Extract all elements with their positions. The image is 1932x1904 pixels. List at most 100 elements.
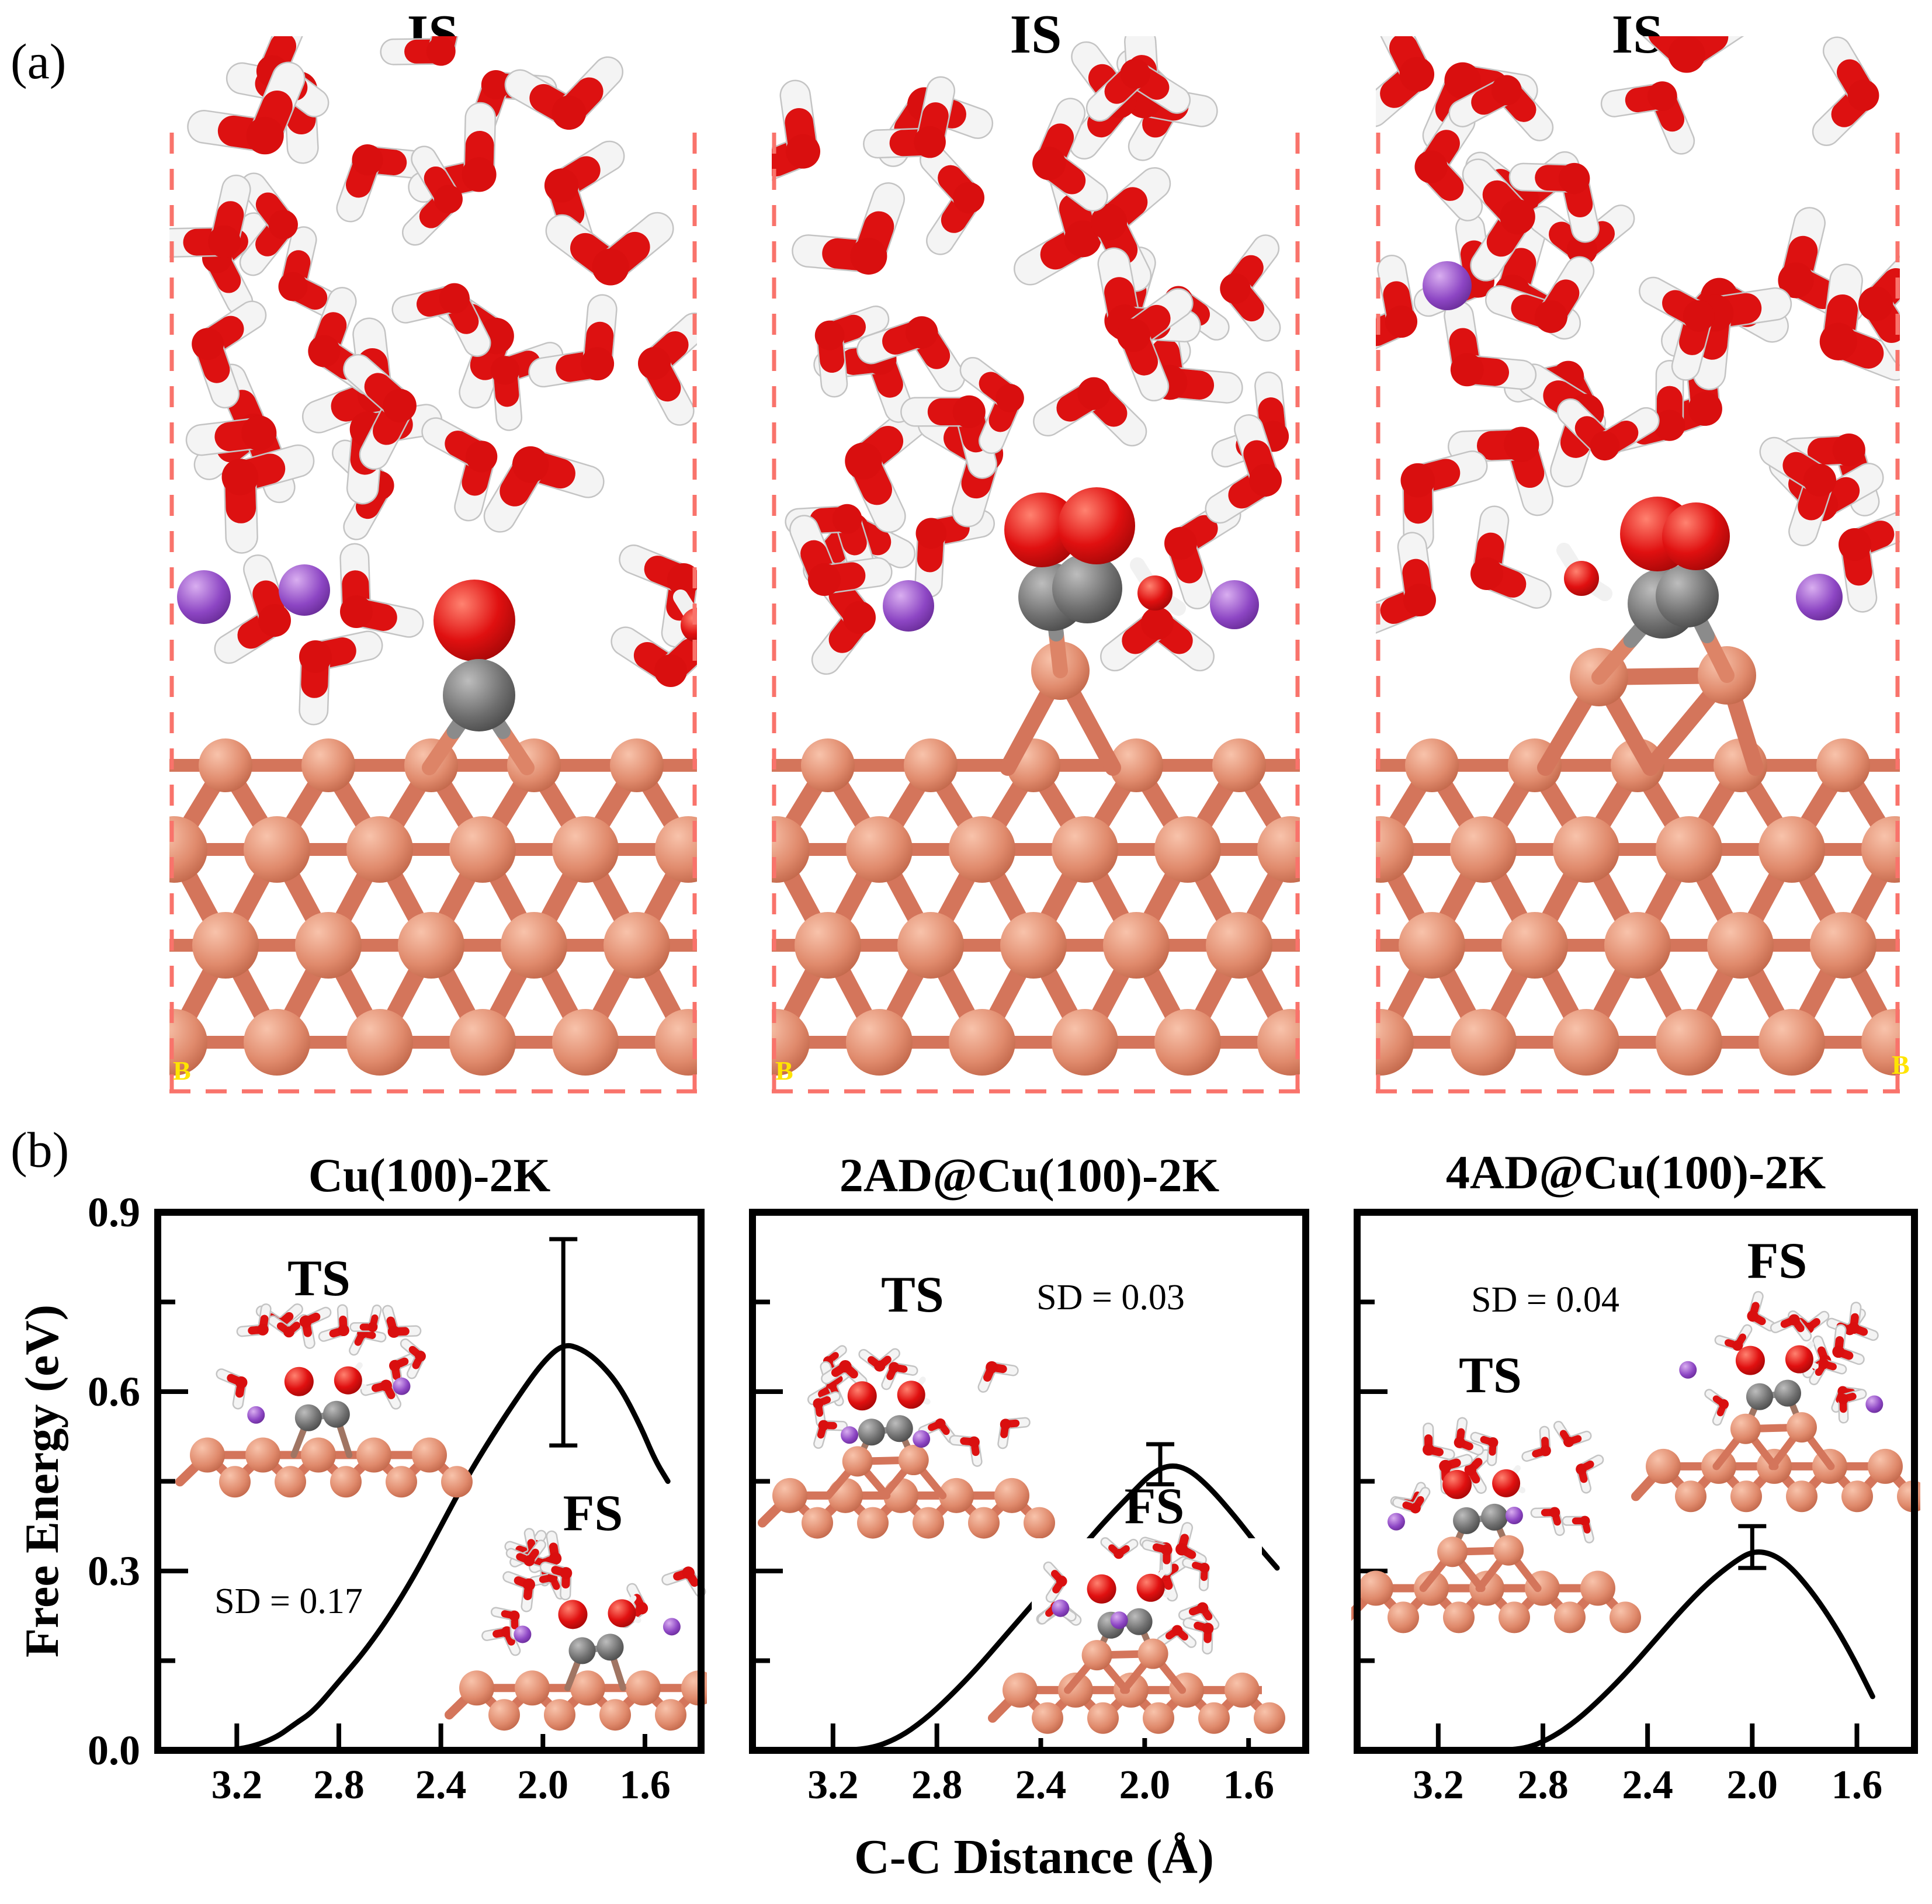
copper-atom bbox=[772, 1009, 810, 1076]
water-molecule bbox=[1392, 1487, 1431, 1514]
water-molecule bbox=[863, 76, 956, 159]
carbon-atom bbox=[443, 659, 515, 731]
cu-atom bbox=[356, 1437, 391, 1473]
water-molecule bbox=[1032, 98, 1108, 212]
water-molecule bbox=[1164, 500, 1241, 609]
water-molecule bbox=[1100, 1537, 1139, 1559]
copper-atom bbox=[1450, 1009, 1517, 1076]
water-molecule bbox=[1414, 106, 1483, 221]
copper-atom bbox=[1154, 1009, 1221, 1076]
free-energy-plot-1: 3.2 2.8 2.4 2.0 1.6 bbox=[154, 1209, 707, 1808]
error-bar bbox=[1738, 1524, 1767, 1570]
carbon-atom bbox=[568, 1637, 596, 1664]
panel-b-label: (b) bbox=[11, 1122, 70, 1178]
carbon-atom bbox=[1052, 553, 1122, 623]
oxygen-atom bbox=[1662, 502, 1730, 570]
water-molecule bbox=[1116, 288, 1194, 402]
water-molecule bbox=[1747, 1291, 1776, 1332]
water-molecule bbox=[539, 1561, 573, 1601]
copper-atom bbox=[1758, 816, 1825, 883]
water-molecule bbox=[481, 1626, 521, 1656]
copper-adatom bbox=[1137, 1638, 1168, 1669]
copper-atom bbox=[1656, 816, 1722, 883]
water-molecule bbox=[1639, 276, 1715, 381]
potassium-ion bbox=[279, 564, 330, 616]
water-molecule bbox=[918, 1418, 957, 1444]
potassium-ion bbox=[663, 1618, 681, 1636]
md-snapshot-3 bbox=[1376, 36, 1900, 1094]
water-molecule bbox=[1400, 450, 1488, 553]
cu-atom bbox=[330, 1466, 362, 1498]
water-molecule bbox=[1521, 1426, 1551, 1462]
cell-tag-1: B bbox=[173, 1056, 191, 1085]
water-molecule bbox=[1447, 426, 1554, 516]
plot-2-sd-label: SD = 0.03 bbox=[1036, 1278, 1185, 1317]
carbon-atom bbox=[886, 1415, 913, 1442]
copper-atom bbox=[552, 1009, 619, 1076]
oxygen-atom bbox=[897, 1381, 925, 1409]
cu-atom bbox=[857, 1507, 889, 1539]
cu-atom bbox=[655, 1699, 686, 1731]
cu-atom bbox=[219, 1466, 251, 1498]
copper-atom bbox=[904, 738, 958, 792]
md-snapshot-1 bbox=[169, 36, 697, 1094]
oxygen-atom bbox=[1564, 561, 1599, 596]
copper-atom bbox=[346, 1009, 413, 1076]
water-molecule bbox=[299, 1306, 332, 1349]
water-molecule bbox=[1556, 398, 1660, 461]
copper-atom bbox=[897, 912, 964, 979]
water-molecule bbox=[1100, 607, 1215, 672]
ytick-0.0: 0.0 bbox=[88, 1727, 140, 1774]
water-molecule bbox=[1508, 162, 1600, 243]
cu-atom bbox=[1198, 1702, 1230, 1734]
potassium-ion bbox=[1679, 1361, 1697, 1379]
plot-1-sd-label: SD = 0.17 bbox=[214, 1582, 363, 1621]
plot-1-title: Cu(100)-2K bbox=[308, 1149, 551, 1202]
water-molecule bbox=[483, 446, 605, 533]
water-molecule bbox=[1423, 1422, 1455, 1461]
copper-atom bbox=[1257, 1009, 1300, 1076]
copper-adatom bbox=[1786, 1412, 1817, 1443]
carbon-atom bbox=[1656, 564, 1719, 627]
carbon-atom bbox=[1481, 1503, 1508, 1531]
copper-atom bbox=[846, 816, 913, 883]
cu-atom bbox=[459, 1670, 494, 1706]
ytick-0.6: 0.6 bbox=[88, 1368, 140, 1415]
water-molecule bbox=[1837, 1389, 1867, 1424]
x-axis-label: C-C Distance (Å) bbox=[854, 1830, 1214, 1884]
ytick-0.9: 0.9 bbox=[88, 1189, 140, 1236]
copper-atom bbox=[1052, 1009, 1118, 1076]
water-molecule bbox=[1220, 234, 1281, 342]
cu-atom bbox=[1254, 1702, 1285, 1734]
plot-1-ts-label: TS bbox=[287, 1250, 351, 1307]
cu-atom bbox=[1414, 1570, 1449, 1606]
copper-atom bbox=[795, 912, 861, 979]
error-bar bbox=[1146, 1442, 1175, 1487]
water-molecule bbox=[1142, 1539, 1173, 1576]
water-molecule bbox=[1759, 436, 1836, 546]
water-molecule bbox=[299, 630, 383, 726]
svg-text:2.8: 2.8 bbox=[911, 1763, 963, 1808]
plot-3-sd-label: SD = 0.04 bbox=[1471, 1280, 1619, 1320]
water-molecule bbox=[192, 300, 267, 409]
water-molecule bbox=[997, 1417, 1031, 1449]
plot-3-title: 4AD@Cu(100)-2K bbox=[1445, 1146, 1826, 1199]
copper-atom bbox=[398, 912, 464, 979]
svg-text:1.6: 1.6 bbox=[619, 1763, 671, 1808]
hydroxyl-group bbox=[1130, 557, 1186, 616]
water-molecule bbox=[1454, 1417, 1484, 1456]
svg-text:2.4: 2.4 bbox=[1622, 1763, 1673, 1808]
copper-slab bbox=[169, 738, 697, 1076]
water-molecule bbox=[528, 294, 618, 388]
water-molecule bbox=[278, 226, 349, 322]
water-molecule bbox=[772, 79, 821, 181]
carbon-atom bbox=[1746, 1383, 1773, 1410]
cu-atom bbox=[441, 1466, 473, 1498]
water-molecule bbox=[949, 1435, 983, 1467]
water-molecule bbox=[1858, 255, 1900, 366]
copper-atom bbox=[772, 816, 810, 883]
copper-atom bbox=[1206, 912, 1272, 979]
copper-atom bbox=[655, 1009, 697, 1076]
water-molecule bbox=[785, 504, 876, 580]
